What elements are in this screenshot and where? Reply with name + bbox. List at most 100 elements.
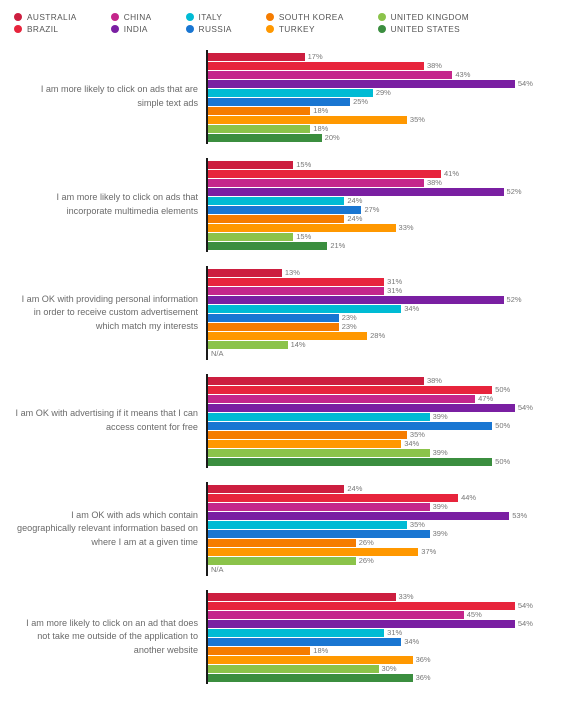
bar-value: 30% [382, 664, 397, 673]
bar-value: 38% [427, 376, 442, 385]
bar-value: 54% [518, 79, 533, 88]
bar-value: 36% [416, 655, 431, 664]
bar-italy: 29% [208, 88, 549, 97]
bar-value: 39% [433, 448, 448, 457]
legend-label: TURKEY [279, 24, 315, 34]
bar-fill [208, 422, 492, 430]
bar-fill [208, 296, 504, 304]
bar-value: 27% [364, 205, 379, 214]
bar-india: 54% [208, 403, 549, 412]
bar-value: 50% [495, 385, 510, 394]
bar-value: 44% [461, 493, 476, 502]
bar-fill [208, 629, 384, 637]
statement-label: I am OK with advertising if it means tha… [14, 374, 206, 468]
statement-label: I am more likely to click on ads that ar… [14, 50, 206, 144]
bar-brazil: 41% [208, 169, 549, 178]
bar-china: 43% [208, 70, 549, 79]
bar-fill [208, 458, 492, 466]
bar-south_korea: 23% [208, 322, 549, 331]
bar-fill [208, 53, 305, 61]
bar-united_kingdom: 14% [208, 340, 549, 349]
legend-swatch [186, 25, 194, 33]
statement-row: I am OK with ads which contain geographi… [14, 482, 549, 576]
bar-value: 14% [291, 340, 306, 349]
legend-label: INDIA [124, 24, 148, 34]
bar-fill [208, 548, 418, 556]
bar-value: 28% [370, 331, 385, 340]
bar-value: 23% [342, 313, 357, 322]
legend-label: ITALY [199, 12, 223, 22]
bar-fill [208, 206, 361, 214]
bar-united_kingdom: 39% [208, 448, 549, 457]
bar-australia: 13% [208, 268, 549, 277]
statement-row: I am more likely to click on ads that in… [14, 158, 549, 252]
bar-value: 24% [347, 196, 362, 205]
bar-fill [208, 404, 515, 412]
bar-value: 31% [387, 286, 402, 295]
bar-russia: 34% [208, 637, 549, 646]
legend-swatch [186, 13, 194, 21]
bar-value: 37% [421, 547, 436, 556]
bar-brazil: 54% [208, 601, 549, 610]
bar-value: 38% [427, 61, 442, 70]
bar-fill [208, 314, 339, 322]
bar-united_kingdom: 15% [208, 232, 549, 241]
statement-label: I am more likely to click on an ad that … [14, 590, 206, 684]
bar-united_kingdom: 26% [208, 556, 549, 565]
statement-label: I am OK with ads which contain geographi… [14, 482, 206, 576]
bar-china: 31% [208, 286, 549, 295]
bar-fill [208, 224, 396, 232]
bar-australia: 33% [208, 592, 549, 601]
bar-australia: 38% [208, 376, 549, 385]
legend-label: BRAZIL [27, 24, 58, 34]
bars-group: 15%41%38%52%24%27%24%33%15%21% [206, 158, 549, 252]
bar-fill [208, 647, 310, 655]
bar-fill [208, 521, 407, 529]
bar-fill [208, 494, 458, 502]
bar-united_states: 36% [208, 673, 549, 682]
bar-russia: 39% [208, 529, 549, 538]
bar-fill [208, 89, 373, 97]
bar-fill [208, 341, 288, 349]
bar-fill [208, 62, 424, 70]
legend-swatch [14, 25, 22, 33]
bar-fill [208, 593, 396, 601]
bar-fill [208, 242, 327, 250]
bar-turkey: 33% [208, 223, 549, 232]
bar-china: 38% [208, 178, 549, 187]
bar-value: 39% [433, 502, 448, 511]
bar-value: 54% [518, 601, 533, 610]
bar-india: 54% [208, 79, 549, 88]
legend-label: SOUTH KOREA [279, 12, 344, 22]
legend-item-united_states: UNITED STATES [378, 24, 469, 34]
legend-swatch [111, 25, 119, 33]
bar-value: 50% [495, 421, 510, 430]
bar-fill [208, 386, 492, 394]
bar-value: 26% [359, 538, 374, 547]
bar-united_states: N/A [208, 349, 549, 358]
statement-row: I am OK with advertising if it means tha… [14, 374, 549, 468]
bar-value: 25% [353, 97, 368, 106]
legend-item-italy: ITALY [186, 12, 232, 22]
bar-value: 31% [387, 628, 402, 637]
bar-united_states: 50% [208, 457, 549, 466]
bar-italy: 35% [208, 520, 549, 529]
bar-value: 35% [410, 430, 425, 439]
legend-label: CHINA [124, 12, 152, 22]
bar-fill [208, 80, 515, 88]
legend-item-turkey: TURKEY [266, 24, 344, 34]
bar-india: 53% [208, 511, 549, 520]
bar-fill [208, 287, 384, 295]
bar-turkey: 36% [208, 655, 549, 664]
legend-swatch [266, 25, 274, 33]
bar-fill [208, 413, 430, 421]
legend-item-russia: RUSSIA [186, 24, 232, 34]
bar-fill [208, 98, 350, 106]
bar-fill [208, 305, 401, 313]
bar-fill [208, 332, 367, 340]
bar-value: 54% [518, 403, 533, 412]
legend-item-brazil: BRAZIL [14, 24, 77, 34]
bar-india: 52% [208, 187, 549, 196]
legend-item-australia: AUSTRALIA [14, 12, 77, 22]
bar-united_states: 21% [208, 241, 549, 250]
